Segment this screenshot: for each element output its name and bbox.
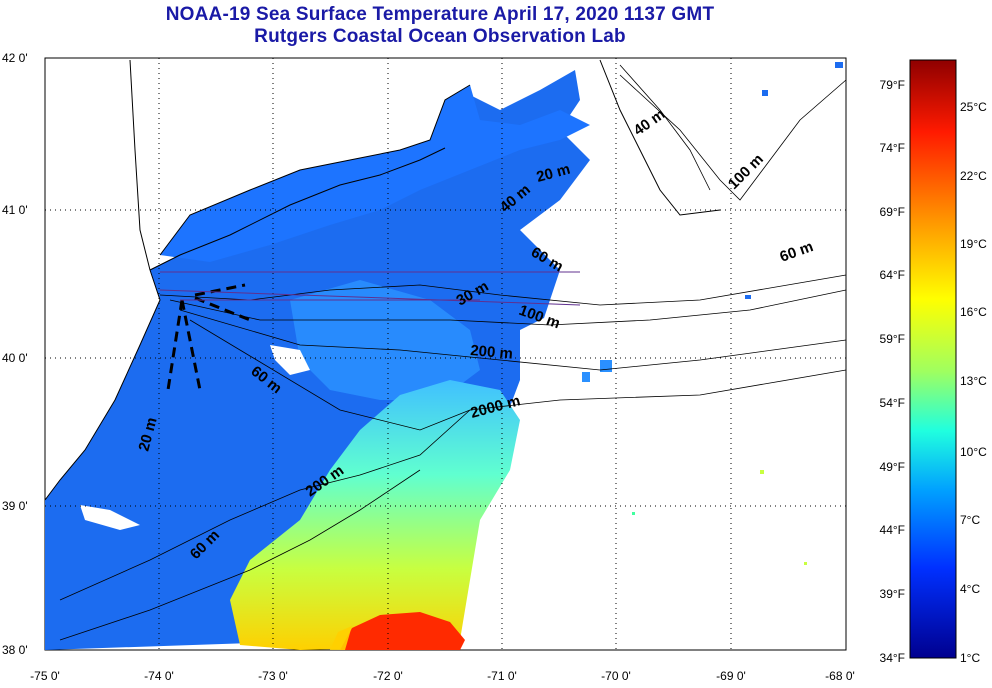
- sst-warm-water: [230, 380, 520, 650]
- map-title: NOAA-19 Sea Surface Temperature April 17…: [165, 4, 715, 25]
- lon-label: -69 0': [716, 669, 746, 683]
- colorbar-f-label: 44°F: [880, 523, 905, 537]
- lat-label: 39 0': [2, 499, 28, 513]
- lat-label: 38 0': [2, 643, 28, 657]
- colorbar-c-label: 13°C: [960, 374, 987, 388]
- contour-label: 200 m: [470, 342, 514, 363]
- sst-shelf-water: [290, 280, 480, 400]
- lat-label: 42 0': [2, 51, 28, 65]
- colorbar-c-label: 10°C: [960, 445, 987, 459]
- colorbar-f-label: 39°F: [880, 587, 905, 601]
- lat-label: 40 0': [2, 351, 28, 365]
- colorbar-f-label: 59°F: [880, 332, 905, 346]
- lon-label: -74 0': [144, 669, 174, 683]
- colorbar-f-label: 64°F: [880, 268, 905, 282]
- temperature-colorbar: 79°F 74°F 69°F 64°F 59°F 54°F 49°F 44°F …: [880, 59, 987, 665]
- colorbar-f-label: 74°F: [880, 141, 905, 155]
- sst-long-island-sound: [160, 85, 590, 262]
- longitude-labels: -75 0' -74 0' -73 0' -72 0' -71 0' -70 0…: [30, 669, 855, 683]
- colorbar-celsius-labels: 25°C 22°C 19°C 16°C 13°C 10°C 7°C 4°C 1°…: [960, 100, 987, 665]
- colorbar-c-label: 7°C: [960, 513, 980, 527]
- colorbar-f-label: 79°F: [880, 78, 905, 92]
- colorbar-c-label: 16°C: [960, 305, 987, 319]
- map-subtitle: Rutgers Coastal Ocean Observation Lab: [254, 26, 626, 47]
- colorbar-c-label: 25°C: [960, 100, 987, 114]
- lat-label: 41 0': [2, 203, 28, 217]
- lon-label: -73 0': [258, 669, 288, 683]
- lon-label: -68 0': [825, 669, 855, 683]
- track-lines: [159, 271, 581, 306]
- colorbar-f-label: 49°F: [880, 460, 905, 474]
- colorbar-c-label: 22°C: [960, 169, 987, 183]
- latitude-labels: 42 0' 41 0' 40 0' 39 0' 38 0': [2, 51, 28, 657]
- colorbar-c-label: 4°C: [960, 582, 980, 596]
- lon-label: -70 0': [601, 669, 631, 683]
- lon-label: -72 0': [373, 669, 403, 683]
- colorbar-f-label: 34°F: [880, 651, 905, 665]
- colorbar-gradient: [909, 59, 957, 659]
- colorbar-f-label: 54°F: [880, 396, 905, 410]
- graticule: [45, 58, 846, 650]
- colorbar-c-label: 19°C: [960, 237, 987, 251]
- lon-label: -75 0': [30, 669, 60, 683]
- transect-lines: [166, 283, 251, 391]
- colorbar-c-label: 1°C: [960, 651, 980, 665]
- bathymetry-contours: [59, 64, 847, 641]
- lon-label: -71 0': [487, 669, 517, 683]
- colorbar-f-label: 69°F: [880, 205, 905, 219]
- colorbar-fahrenheit-labels: 79°F 74°F 69°F 64°F 59°F 54°F 49°F 44°F …: [880, 78, 905, 665]
- sst-hot-spot: [340, 612, 465, 650]
- sst-imagery: [45, 62, 843, 650]
- coastline: [44, 59, 721, 501]
